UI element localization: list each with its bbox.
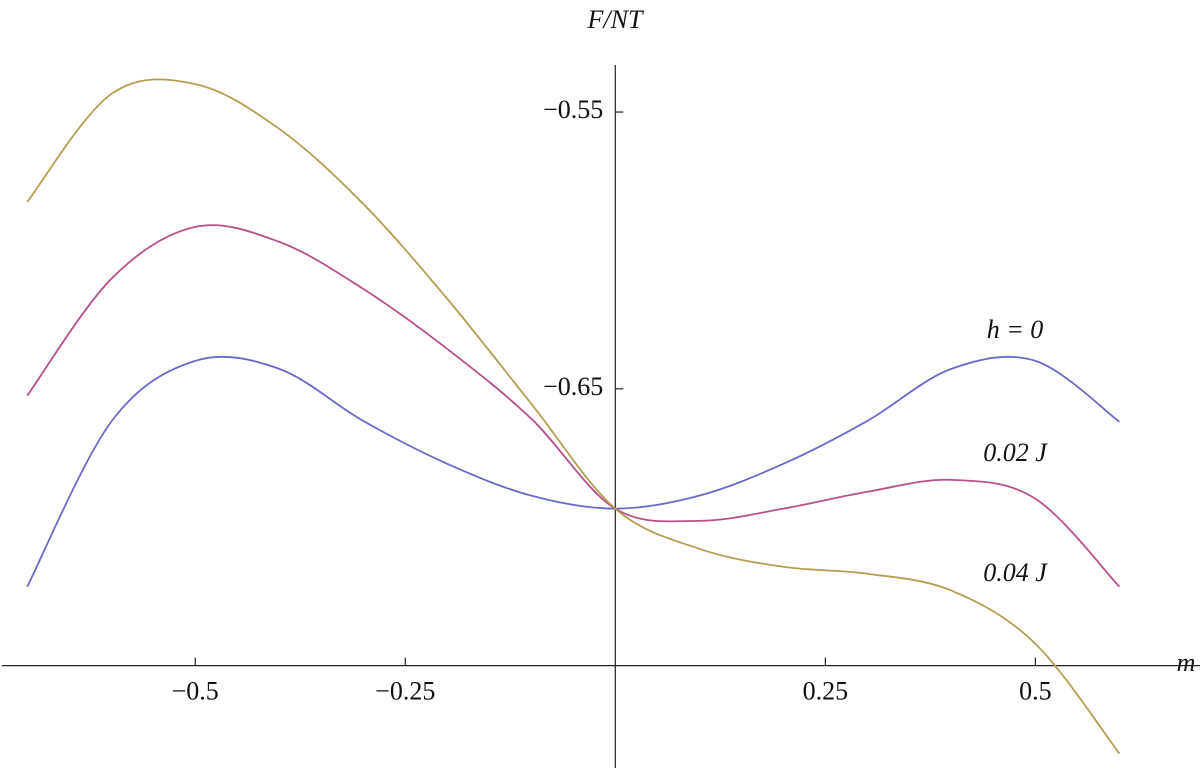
- x-tick-label: 0.25: [803, 677, 849, 706]
- y-tick-label: −0.65: [543, 372, 603, 401]
- curve: [26, 355, 1120, 588]
- y-tick-label: −0.55: [543, 95, 603, 124]
- x-tick-label: 0.5: [1019, 677, 1052, 706]
- curve: [26, 78, 1121, 755]
- series-label: h = 0: [987, 315, 1044, 344]
- curve: [26, 224, 1121, 588]
- y-axis-label: F/NT: [587, 5, 644, 34]
- x-tick-label: −0.5: [172, 677, 219, 706]
- series-label: 0.02 J: [983, 438, 1048, 467]
- series-label: 0.04 J: [983, 558, 1048, 587]
- x-axis-label: m: [1177, 648, 1196, 677]
- x-tick-label: −0.25: [375, 677, 435, 706]
